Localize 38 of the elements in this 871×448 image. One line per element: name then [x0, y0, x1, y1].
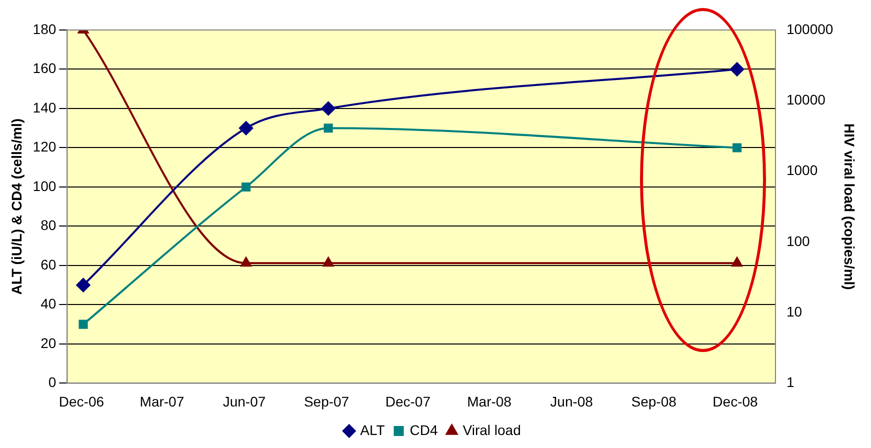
y-tick-label: 140: [32, 99, 56, 116]
x-tick-label: Mar-07: [140, 393, 184, 410]
point: [239, 121, 254, 136]
y-tick-label: 160: [32, 60, 56, 76]
y2-tick-label: 1: [786, 374, 794, 390]
point: [78, 320, 88, 329]
point: [324, 124, 333, 133]
point: [730, 62, 744, 76]
y2-tick-label: 1000: [786, 162, 818, 178]
legend-label: ALT: [360, 422, 386, 438]
y-tick-label: 40: [40, 296, 56, 312]
x-tick-label: Sep-07: [304, 393, 350, 410]
point: [732, 143, 742, 152]
x-tick-label: Dec-07: [385, 393, 431, 410]
y2-axis-title: HIV viral load (copies/ml): [842, 123, 858, 290]
x-tick-label: Jun-07: [222, 393, 266, 410]
x-tick-label: Dec-08: [712, 393, 758, 410]
y-tick-label: 100: [32, 178, 56, 194]
x-tick-label: Jun-08: [550, 393, 594, 410]
legend-label: Viral load: [462, 422, 521, 438]
y-tick-label: 180: [32, 20, 56, 37]
y-axis-title: ALT (iU/L) & CD4 (cells/ml): [8, 118, 24, 295]
y-tick-label: 80: [40, 217, 56, 234]
x-tick-label: Dec-06: [58, 393, 104, 410]
y-tick-label: 60: [40, 256, 56, 272]
y2-tick-label: 100000: [786, 20, 834, 37]
x-tick-label: Mar-08: [467, 393, 512, 410]
y-tick-label: 0: [48, 374, 56, 390]
point: [241, 182, 251, 192]
y-tick-label: 20: [40, 334, 56, 351]
y2-tick-label: 10: [786, 303, 802, 320]
y2-tick-label: 10000: [786, 92, 826, 108]
point: [321, 101, 336, 116]
legend-label: CD4: [410, 422, 438, 438]
y-tick-label: 120: [32, 138, 56, 155]
point: [76, 278, 90, 292]
x-tick-label: Sep-08: [631, 393, 677, 410]
y2-tick-label: 100: [786, 232, 810, 249]
